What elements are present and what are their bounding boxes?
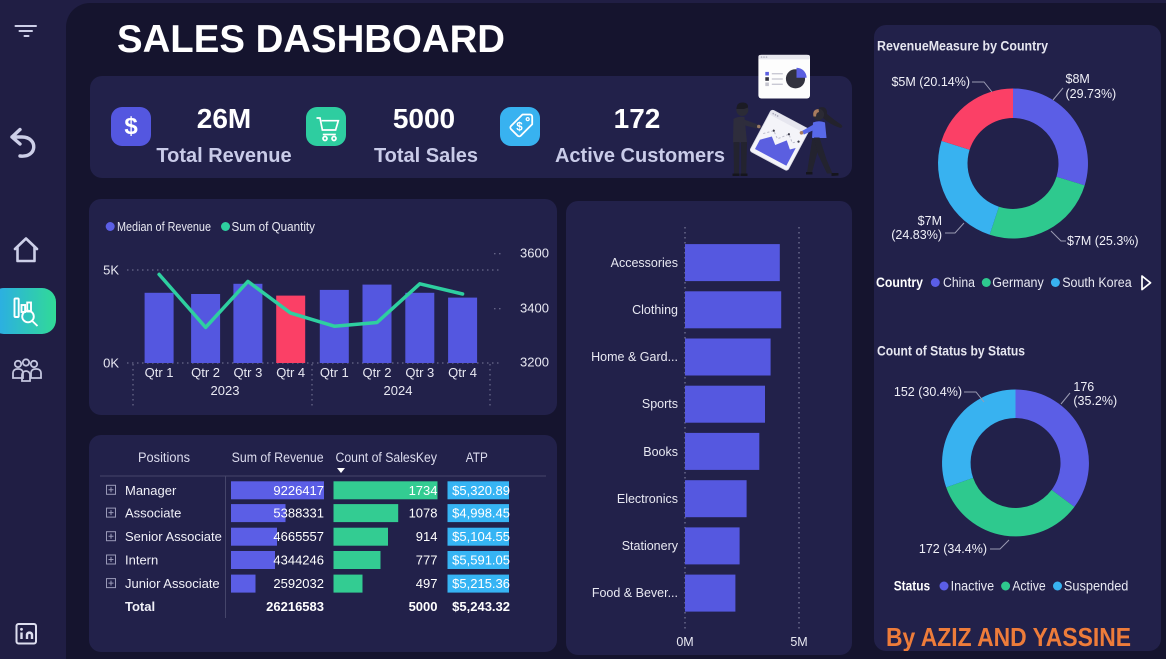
svg-text:$5M (20.14%): $5M (20.14%) (891, 75, 970, 89)
svg-text:Books: Books (643, 445, 678, 459)
svg-text:Active: Active (1012, 579, 1045, 594)
svg-text:Qtr 1: Qtr 1 (320, 365, 349, 380)
svg-text:(35.2%): (35.2%) (1073, 394, 1117, 408)
svg-text:Manager: Manager (125, 483, 177, 498)
svg-text:0K: 0K (103, 356, 119, 371)
svg-text:Stationery: Stationery (622, 539, 679, 553)
svg-text:$5,320.89: $5,320.89 (452, 483, 510, 498)
svg-text:Qtr 4: Qtr 4 (448, 365, 477, 380)
svg-text:4665557: 4665557 (273, 529, 324, 544)
svg-text:(24.83%): (24.83%) (891, 228, 942, 242)
svg-text:4344246: 4344246 (273, 553, 324, 568)
svg-text:152 (30.4%): 152 (30.4%) (894, 385, 962, 399)
svg-text:Sum of Revenue: Sum of Revenue (232, 450, 324, 465)
svg-text:Positions: Positions (138, 450, 190, 465)
svg-text:(29.73%): (29.73%) (1066, 87, 1117, 101)
svg-text:0M: 0M (676, 635, 693, 649)
svg-text:Sum of Quantity: Sum of Quantity (232, 219, 316, 234)
svg-text:5K: 5K (103, 263, 119, 278)
svg-text:5388331: 5388331 (273, 506, 324, 521)
svg-text:3400: 3400 (520, 301, 549, 316)
svg-text:Senior Associate: Senior Associate (125, 529, 222, 544)
svg-text:2023: 2023 (211, 383, 240, 398)
svg-text:2592032: 2592032 (273, 576, 324, 591)
svg-text:1734: 1734 (409, 483, 438, 498)
svg-text:Home & Gard...: Home & Gard... (591, 350, 678, 364)
svg-text:China: China (943, 275, 975, 290)
svg-text:Count of SalesKey: Count of SalesKey (336, 450, 438, 465)
svg-text:$5,591.05: $5,591.05 (452, 553, 510, 568)
svg-text:5M: 5M (790, 635, 807, 649)
svg-text:26216583: 26216583 (266, 599, 324, 614)
svg-text:$: $ (124, 113, 138, 140)
svg-text:Electronics: Electronics (617, 492, 678, 506)
svg-text:Qtr 3: Qtr 3 (233, 365, 262, 380)
svg-text:3600: 3600 (520, 246, 549, 261)
svg-text:$5,104.55: $5,104.55 (452, 529, 510, 544)
svg-text:Sports: Sports (642, 397, 678, 411)
svg-text:$8M: $8M (1066, 72, 1090, 86)
svg-text:SALES DASHBOARD: SALES DASHBOARD (117, 18, 505, 60)
svg-text:3200: 3200 (520, 355, 549, 370)
svg-text:South Korea: South Korea (1062, 275, 1132, 290)
svg-text:Median of Revenue: Median of Revenue (117, 219, 211, 234)
svg-text:Food & Bever...: Food & Bever... (592, 586, 678, 600)
svg-text:Country: Country (876, 275, 923, 290)
svg-text:2024: 2024 (384, 383, 413, 398)
svg-text:Inactive: Inactive (951, 579, 995, 594)
svg-text:Qtr 2: Qtr 2 (191, 365, 220, 380)
svg-text:5000: 5000 (409, 599, 438, 614)
svg-text:Clothing: Clothing (632, 303, 678, 317)
svg-text:1078: 1078 (409, 506, 438, 521)
svg-text:$: $ (516, 122, 523, 134)
svg-text:Associate: Associate (125, 506, 181, 521)
svg-text:$5,243.32: $5,243.32 (452, 599, 510, 614)
svg-text:176: 176 (1073, 380, 1094, 394)
svg-text:Qtr 4: Qtr 4 (276, 365, 305, 380)
svg-text:$5,215.36: $5,215.36 (452, 576, 510, 591)
svg-text:Status: Status (894, 579, 931, 594)
svg-text:Qtr 2: Qtr 2 (363, 365, 392, 380)
svg-text:$7M (25.3%): $7M (25.3%) (1067, 234, 1139, 248)
svg-text:Germany: Germany (992, 275, 1044, 290)
svg-text:9226417: 9226417 (273, 483, 324, 498)
svg-text:$7M: $7M (918, 214, 942, 228)
svg-text:497: 497 (416, 576, 438, 591)
svg-text:Qtr 1: Qtr 1 (145, 365, 174, 380)
svg-text:$4,998.45: $4,998.45 (452, 506, 510, 521)
svg-text:RevenueMeasure by Country: RevenueMeasure by Country (877, 39, 1048, 54)
svg-text:Intern: Intern (125, 553, 158, 568)
svg-text:Accessories: Accessories (611, 256, 678, 270)
svg-text:Junior Associate: Junior Associate (125, 576, 220, 591)
svg-text:ATP: ATP (466, 450, 488, 465)
svg-text:Count of Status by Status: Count of Status by Status (877, 344, 1025, 359)
svg-text:By AZIZ AND YASSINE: By AZIZ AND YASSINE (886, 622, 1131, 651)
svg-text:172 (34.4%): 172 (34.4%) (919, 542, 987, 556)
svg-text:777: 777 (416, 553, 438, 568)
svg-text:Suspended: Suspended (1064, 579, 1129, 594)
svg-text:Qtr 3: Qtr 3 (405, 365, 434, 380)
svg-text:Total: Total (125, 599, 155, 614)
svg-text:914: 914 (416, 529, 438, 544)
